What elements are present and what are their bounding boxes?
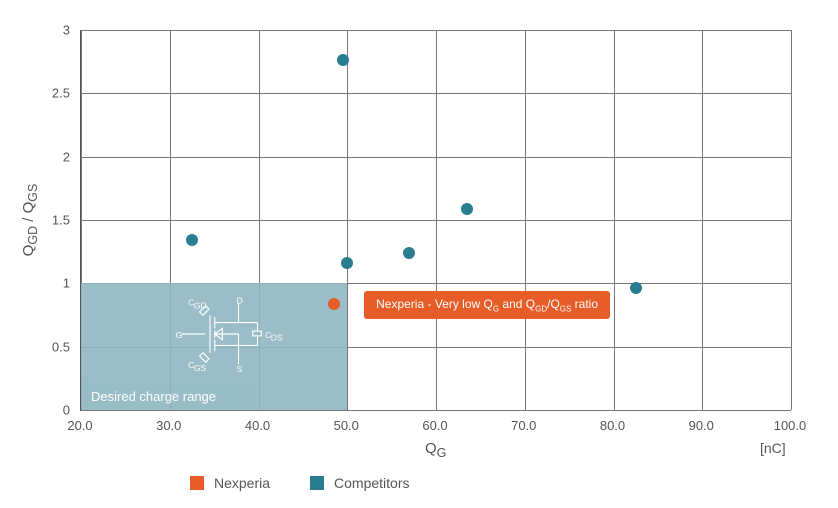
data-point-competitors — [403, 247, 415, 259]
gridline-v — [791, 30, 792, 410]
x-tick: 90.0 — [689, 418, 714, 433]
gridline-h — [81, 410, 791, 411]
y-tick: 2 — [63, 149, 70, 164]
legend-swatch — [310, 476, 324, 490]
data-point-competitors — [337, 54, 349, 66]
nexperia-callout: Nexperia - Very low QG and QGD/QGS ratio — [364, 291, 610, 319]
mosfet-diagram: G D S CGD CGS CDS — [156, 296, 302, 377]
svg-text:DS: DS — [270, 333, 282, 343]
legend-swatch — [190, 476, 204, 490]
svg-text:G: G — [175, 330, 182, 340]
chart-stage: Desired charge range G D S CGD CGS CDSNe… — [0, 0, 838, 508]
svg-text:GS: GS — [193, 363, 206, 372]
y-tick: 2.5 — [52, 86, 70, 101]
svg-text:D: D — [236, 296, 242, 306]
x-axis-label: QG — [425, 440, 446, 460]
x-tick: 70.0 — [511, 418, 536, 433]
x-tick: 40.0 — [245, 418, 270, 433]
data-point-competitors — [186, 234, 198, 246]
y-axis-label: QGD / QGS — [20, 184, 40, 257]
data-point-nexperia — [328, 298, 340, 310]
gridline-h — [81, 157, 791, 158]
gridline-h — [81, 93, 791, 94]
legend-item-nexperia: Nexperia — [190, 475, 270, 491]
legend-label: Competitors — [334, 475, 409, 491]
x-tick: 20.0 — [67, 418, 92, 433]
x-tick: 50.0 — [334, 418, 359, 433]
y-tick: 1 — [63, 276, 70, 291]
x-tick: 30.0 — [156, 418, 181, 433]
y-tick: 1.5 — [52, 213, 70, 228]
data-point-competitors — [461, 203, 473, 215]
svg-text:S: S — [236, 364, 242, 372]
data-point-competitors — [630, 282, 642, 294]
y-tick: 0 — [63, 403, 70, 418]
svg-text:GD: GD — [193, 300, 206, 310]
legend: Nexperia Competitors — [190, 475, 410, 491]
gridline-h — [81, 30, 791, 31]
y-tick: 3 — [63, 23, 70, 38]
legend-label: Nexperia — [214, 475, 270, 491]
plot-area: Desired charge range G D S CGD CGS CDSNe… — [80, 30, 791, 411]
x-tick: 60.0 — [422, 418, 447, 433]
legend-item-competitors: Competitors — [310, 475, 409, 491]
y-tick: 0.5 — [52, 339, 70, 354]
desired-charge-label: Desired charge range — [91, 389, 216, 404]
x-axis-unit: [nC] — [760, 440, 786, 456]
x-tick: 80.0 — [600, 418, 625, 433]
x-tick: 100.0 — [774, 418, 807, 433]
data-point-competitors — [341, 257, 353, 269]
gridline-h — [81, 220, 791, 221]
